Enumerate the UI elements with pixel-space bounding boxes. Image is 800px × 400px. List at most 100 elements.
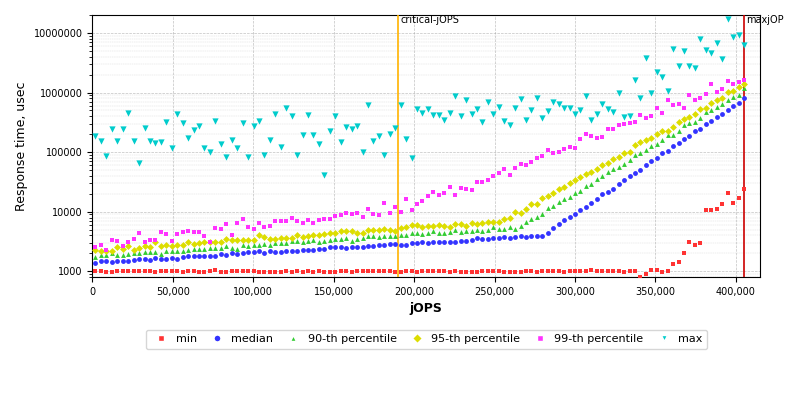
Point (427, 189, 440, 195)
Point (362, 205, 374, 212)
Point (666, 123, 679, 130)
Point (405, 268, 418, 274)
Point (536, 153, 549, 159)
Point (302, 238, 314, 244)
Point (552, 221, 565, 227)
Point (302, 247, 314, 253)
Point (542, 268, 554, 274)
Point (302, 233, 314, 239)
Point (606, 166, 619, 172)
Point (226, 268, 238, 274)
Point (629, 142, 642, 148)
Point (214, 238, 227, 245)
Point (389, 203, 402, 210)
Point (656, 137, 669, 143)
Point (280, 240, 293, 246)
Point (569, 190, 582, 196)
Point (133, 229, 146, 236)
Point (694, 106, 706, 112)
Point (536, 195, 549, 201)
Point (133, 160, 146, 166)
Point (138, 243, 151, 250)
Point (383, 131, 396, 137)
Point (520, 234, 533, 240)
Point (678, 105, 690, 111)
Point (116, 252, 129, 258)
Point (710, 89, 723, 95)
Point (465, 220, 478, 226)
Point (307, 220, 320, 226)
Point (290, 232, 303, 239)
Point (732, 195, 745, 202)
Point (154, 256, 167, 262)
Point (634, 150, 647, 156)
Point (269, 249, 282, 255)
Point (242, 249, 254, 255)
Point (476, 268, 489, 274)
Point (154, 229, 167, 235)
Point (307, 131, 320, 138)
Point (296, 220, 309, 226)
X-axis label: jOPS: jOPS (410, 302, 442, 315)
Point (334, 212, 347, 218)
Point (242, 237, 254, 244)
Point (569, 110, 582, 117)
Point (634, 139, 647, 145)
Point (694, 114, 706, 121)
Point (650, 105, 663, 111)
Point (694, 36, 706, 42)
Point (645, 135, 658, 141)
Point (362, 102, 374, 108)
Point (286, 238, 298, 244)
Point (433, 230, 446, 236)
Point (318, 246, 330, 252)
Point (465, 111, 478, 118)
Point (726, 88, 739, 94)
Point (214, 245, 227, 252)
Point (449, 93, 462, 100)
Point (356, 235, 369, 242)
Point (716, 111, 729, 117)
Point (629, 268, 642, 274)
Point (530, 200, 543, 207)
Point (656, 128, 669, 135)
Point (536, 210, 549, 217)
Point (470, 269, 483, 275)
Point (514, 233, 527, 239)
Point (274, 235, 287, 242)
Point (629, 152, 642, 158)
Point (487, 234, 500, 241)
Point (705, 81, 718, 88)
Point (645, 267, 658, 274)
Point (498, 226, 510, 232)
Point (106, 125, 118, 132)
Point (143, 243, 156, 250)
Point (547, 190, 560, 197)
Point (226, 250, 238, 256)
Point (247, 123, 260, 130)
Point (286, 269, 298, 275)
Point (569, 210, 582, 217)
Y-axis label: Response time, usec: Response time, usec (15, 81, 28, 211)
Point (171, 231, 184, 237)
Point (198, 233, 211, 240)
Point (220, 236, 233, 243)
Point (138, 239, 151, 246)
Point (405, 155, 418, 162)
Point (209, 118, 222, 124)
Point (449, 268, 462, 274)
Point (689, 128, 702, 134)
Point (236, 268, 249, 274)
Point (482, 218, 494, 225)
Point (579, 204, 592, 210)
Point (143, 256, 156, 263)
Point (356, 243, 369, 250)
Point (547, 203, 560, 209)
Point (214, 268, 227, 275)
Point (378, 200, 390, 206)
Point (683, 132, 696, 139)
Point (323, 216, 336, 222)
Point (716, 101, 729, 107)
Point (111, 243, 124, 250)
Point (389, 125, 402, 132)
